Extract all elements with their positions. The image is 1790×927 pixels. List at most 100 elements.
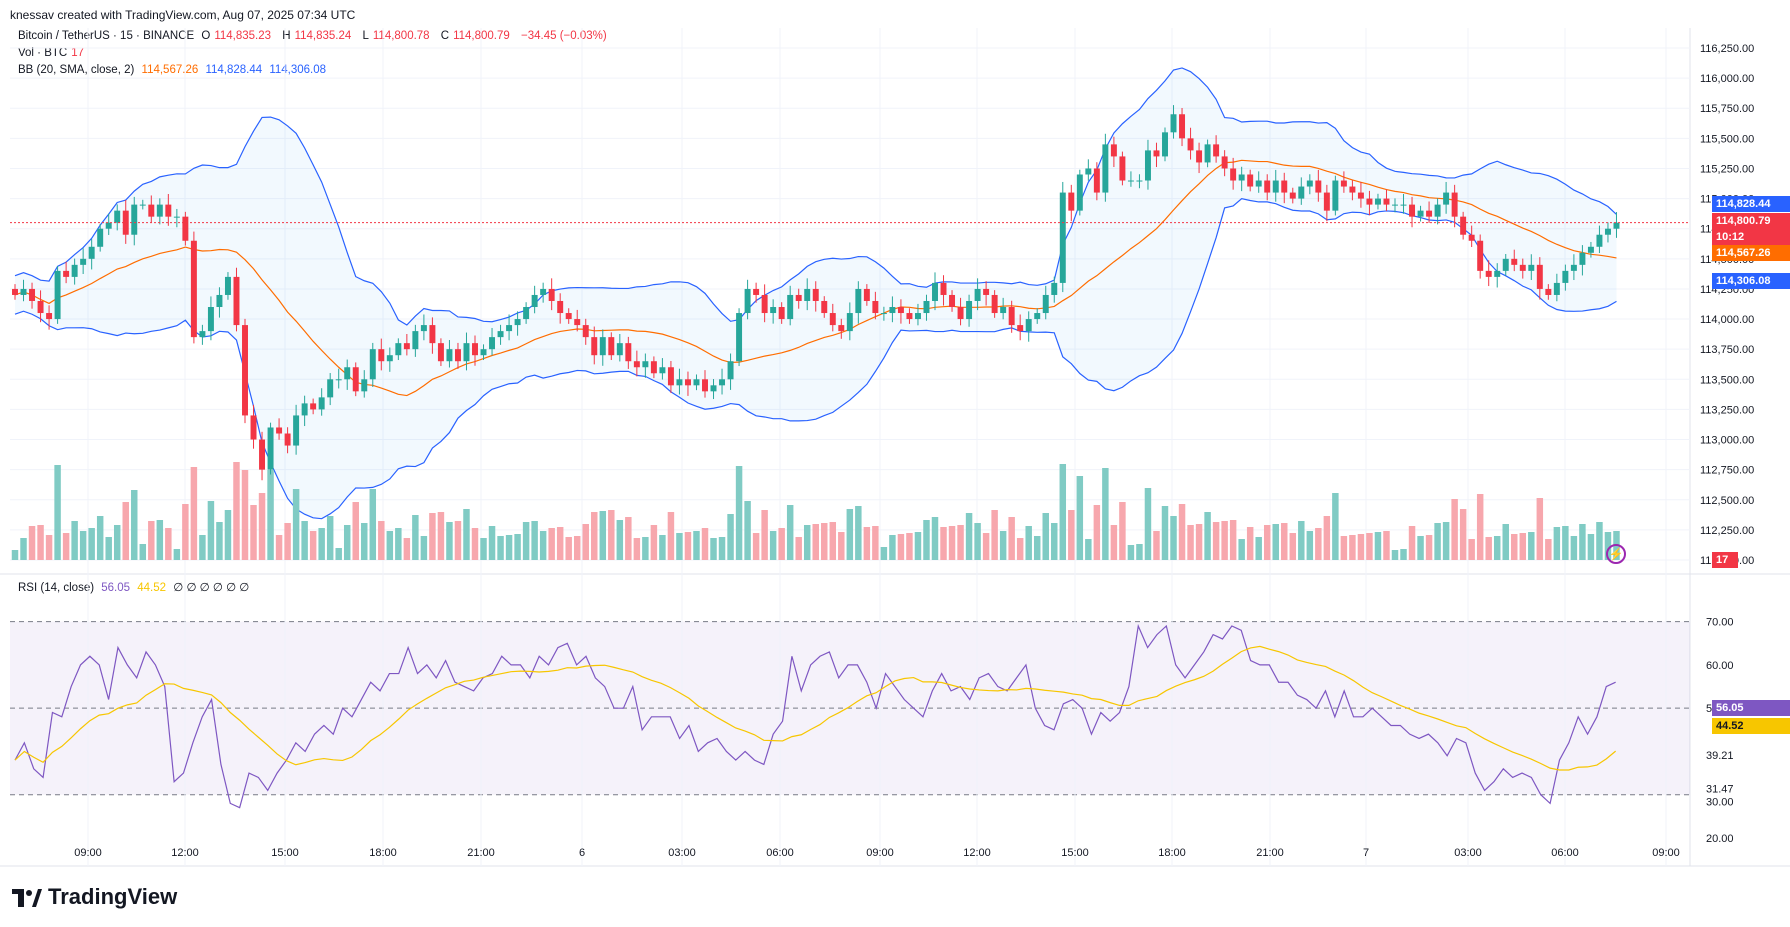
volume-bar [616,520,624,560]
volume-bar [1195,524,1203,560]
candle-body [1392,204,1398,206]
volume-bar [335,548,342,560]
volume-bar [625,517,632,560]
candle-body [395,343,402,356]
time-tick-label: 09:00 [866,847,894,859]
candle-body [761,294,768,314]
volume-bar [599,511,607,560]
legend-volume-row[interactable]: Vol · BTC 17 [18,47,85,59]
volume-bar [1051,523,1058,560]
candle-body [54,270,61,320]
volume-bar [420,536,428,560]
volume-bar [429,513,436,560]
volume-bar [872,526,879,560]
volume-bar [1587,534,1595,560]
candle-body [293,415,300,446]
volume-bar [1332,493,1339,560]
volume-bar [710,538,717,560]
volume-bar [437,512,445,560]
volume-bar [1366,533,1373,560]
volume-bar [1374,532,1382,560]
bb-upper-line [14,67,1617,326]
candle-body [1110,144,1117,157]
candle-body [804,288,811,301]
volume-bar [633,538,641,560]
candle-body [1017,325,1024,332]
volume-bar [131,490,138,560]
volume-bar [769,531,777,560]
candle-body [1272,180,1279,193]
candle-body [966,300,973,320]
candle-body [914,313,921,320]
candle-body [855,288,862,314]
legend-symbol-row: Bitcoin / TetherUS · 15 · BINANCE O 114,8… [18,30,607,42]
candle-body [753,288,760,295]
volume-bar [471,528,479,560]
candle-body [1127,180,1134,182]
candle-body [1136,180,1143,182]
price-tick-label: 115,500.00 [1700,133,1754,145]
candle-body [506,325,513,332]
candle-body [420,325,427,332]
candle-body [548,288,555,301]
candle-body [1008,307,1015,326]
volume-bar [1596,522,1603,560]
volume-bar [258,493,266,560]
volume-bar [821,523,828,560]
legend-bb-row[interactable]: BB (20, SMA, close, 2) 114,567.26 114,82… [18,64,327,76]
candle-body [693,379,700,386]
rsi-tag: 56.05 [1712,700,1790,716]
volume-bar [369,489,377,560]
candle-body [1000,307,1007,314]
candle-body [429,325,436,344]
legend-rsi-row[interactable]: RSI (14, close) 56.05 44.52 ∅ ∅ ∅ ∅ ∅ ∅ [18,582,250,594]
candle-body [37,300,44,314]
candle-body [565,313,572,320]
candle-body [88,246,95,259]
candle-body [940,282,947,295]
volume-bar [812,524,819,560]
candle-body [1306,180,1313,187]
candle-body [1204,144,1211,163]
candle-body [736,313,743,362]
volume-bar [1357,534,1365,560]
volume-bar [795,537,802,560]
volume-bar [113,525,121,560]
candle-body [574,319,581,326]
candle-body [386,355,393,362]
candle-body [12,288,18,295]
rsi-tick-label: 31.47 [1706,783,1734,795]
volume-bar [591,512,598,560]
time-tick-label: 21:00 [467,847,495,859]
lightning-icon[interactable]: ⚡ [1606,544,1626,564]
candle-body [531,294,538,308]
symbol-name[interactable]: Bitcoin / TetherUS · 15 · BINANCE [18,30,195,42]
volume-bar [1451,499,1458,560]
volume-bar [1246,527,1254,560]
candle-body [1383,198,1390,205]
volume-bar [838,532,845,560]
volume-bar [1349,535,1356,560]
volume-bar [250,505,257,560]
volume-bar [863,527,871,560]
candle-body [1460,216,1467,235]
volume-bar [897,534,905,560]
rsi-ma-tag: 44.52 [1712,718,1790,734]
volume-bar [1340,536,1348,560]
price-tick-label: 113,000.00 [1700,435,1754,447]
volume-bar [1187,525,1194,560]
price-tick-label: 115,250.00 [1700,163,1754,175]
volume-bar [573,536,581,560]
volume-bar [326,516,334,560]
candle-body [1357,192,1364,199]
volume-bar [446,522,453,560]
volume-bar [514,534,521,560]
candle-body [923,300,930,314]
candle-body [625,343,632,362]
volume-bar [1076,476,1084,560]
candle-body [148,204,155,217]
volume-bar [1502,524,1509,560]
time-tick-label: 15:00 [271,847,299,859]
time-tick-label: 03:00 [1454,847,1482,859]
